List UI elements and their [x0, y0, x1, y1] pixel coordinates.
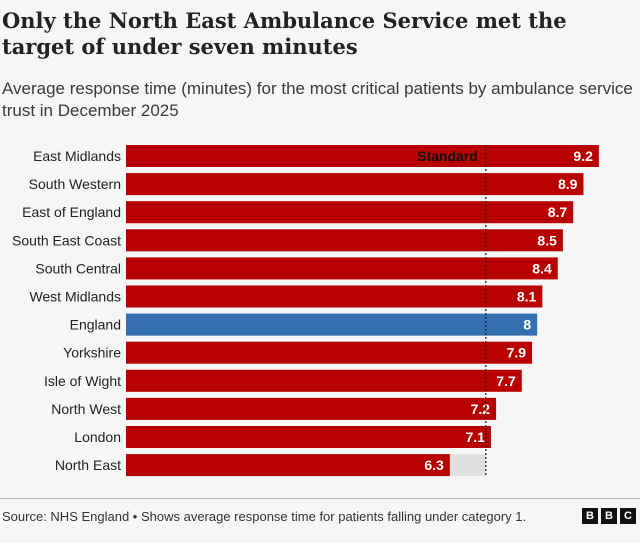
bbc-logo-letter: C	[620, 508, 636, 524]
bar-chart: East Midlands 9.2 South Western 8.9 East of …	[12, 145, 599, 477]
category-label: North East	[55, 457, 121, 473]
bar-south-central	[126, 257, 558, 280]
category-label: South East Coast	[12, 232, 121, 248]
value-label: 9.2	[573, 148, 593, 164]
bar-england	[126, 313, 538, 336]
bar-east-midlands	[126, 145, 599, 167]
bar-isle-of-wight	[126, 369, 522, 392]
value-label: 8.5	[537, 232, 557, 248]
category-label: Yorkshire	[63, 345, 121, 361]
category-label: North West	[51, 401, 121, 417]
standard-label: Standard	[417, 148, 478, 164]
bar-north-west	[126, 397, 497, 420]
source-note: Source: NHS England • Shows average resp…	[2, 509, 527, 524]
bar-yorkshire	[126, 341, 533, 364]
category-label: West Midlands	[29, 289, 121, 305]
value-label: 6.3	[424, 457, 444, 473]
category-label: Isle of Wight	[44, 373, 121, 389]
value-label: 7.2	[471, 401, 491, 417]
value-label: 8.7	[548, 204, 568, 220]
bar-west-midlands	[126, 285, 543, 308]
bar-south-western	[126, 173, 584, 196]
category-label: England	[70, 317, 121, 333]
bar-south-east-coast	[126, 229, 563, 252]
bar-east-of-england	[126, 201, 574, 224]
bbc-logo-letter: B	[582, 508, 598, 524]
category-label: London	[74, 429, 121, 445]
category-label: South Central	[35, 260, 121, 276]
category-label: South Western	[29, 176, 121, 192]
category-label: East Midlands	[33, 148, 121, 164]
value-label: 8.1	[517, 289, 537, 305]
value-label: 7.7	[496, 373, 516, 389]
footer-divider	[0, 498, 640, 499]
chart-title: Only the North East Ambulance Service me…	[2, 8, 567, 59]
bar-london	[126, 426, 491, 448]
value-label: 8	[523, 317, 531, 333]
chart-subtitle: Average response time (minutes) for the …	[2, 79, 633, 120]
category-label: East of England	[22, 204, 121, 220]
value-label: 8.4	[532, 260, 552, 276]
value-label: 7.1	[465, 429, 485, 445]
bbc-logo-letter: B	[601, 508, 617, 524]
bar-north-east	[126, 454, 450, 477]
value-label: 8.9	[558, 176, 578, 192]
bbc-logo: B B C	[582, 508, 636, 524]
value-label: 7.9	[507, 345, 527, 361]
